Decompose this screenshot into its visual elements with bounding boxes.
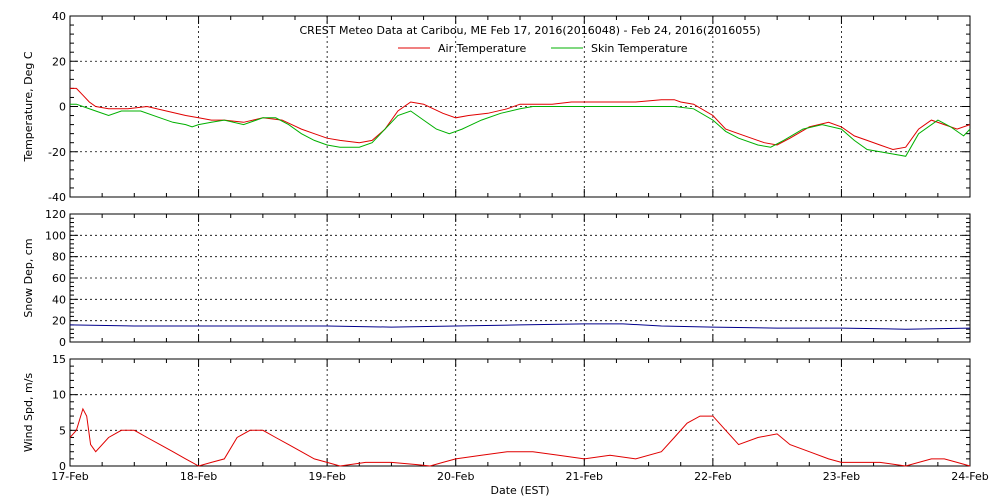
- legend-label: Air Temperature: [438, 42, 527, 55]
- legend-label: Skin Temperature: [591, 42, 688, 55]
- y-tick-label: -20: [48, 146, 66, 159]
- panel-2: 0 5 10 15 Wind Spd, m/s 17-Feb 18-Feb 19-Feb 20-…: [22, 353, 989, 483]
- y-tick-label: -40: [48, 191, 66, 204]
- panel-1: 0 20 40 60 80 100 120 Snow Dep, cm: [22, 208, 971, 349]
- y-tick-label: 120: [45, 208, 66, 221]
- y-axis-title: Wind Spd, m/s: [22, 373, 35, 453]
- x-tick-label: 20-Feb: [437, 470, 474, 483]
- y-tick-label: 60: [52, 272, 66, 285]
- y-axis-title: Snow Dep, cm: [22, 238, 35, 317]
- plot-frame: [69, 358, 971, 467]
- y-tick-label: 0: [59, 336, 66, 349]
- x-tick-label: 21-Feb: [566, 470, 603, 483]
- x-tick-label: 22-Feb: [694, 470, 731, 483]
- x-tick-label: 17-Feb: [51, 470, 88, 483]
- plot-frame: [69, 213, 971, 343]
- series-line-0-0: [70, 87, 971, 151]
- y-tick-label: 0: [59, 460, 66, 473]
- plot-frame: [69, 15, 971, 198]
- x-tick-label: 19-Feb: [308, 470, 345, 483]
- y-tick-label: 40: [52, 10, 66, 23]
- x-tick-label: 24-Feb: [951, 470, 988, 483]
- x-axis-title: Date (EST): [490, 484, 549, 497]
- series-line-1-0: [69, 323, 971, 330]
- y-tick-label: 100: [45, 229, 66, 242]
- legend: Air Temperature Skin Temperature: [398, 42, 688, 55]
- y-axis-title: Temperature, Deg C: [22, 51, 35, 162]
- y-tick-label: 40: [52, 293, 66, 306]
- chart-panels: -40 -20 0 20 40 Temperature, Deg C 0 20 40 60 80 10…: [22, 10, 989, 483]
- y-tick-label: 15: [52, 353, 66, 366]
- x-tick-label: 18-Feb: [180, 470, 217, 483]
- x-tick-label: 23-Feb: [823, 470, 860, 483]
- y-tick-label: 0: [59, 101, 66, 114]
- y-tick-label: 10: [52, 389, 66, 402]
- y-tick-label: 20: [52, 315, 66, 328]
- chart-title: CREST Meteo Data at Caribou, ME Feb 17, …: [300, 24, 761, 37]
- panel-0: -40 -20 0 20 40 Temperature, Deg C: [22, 10, 971, 204]
- series-line-2-0: [69, 407, 971, 467]
- series-line-0-1: [70, 103, 971, 157]
- y-tick-label: 80: [52, 251, 66, 264]
- y-tick-label: 20: [52, 55, 66, 68]
- y-tick-label: 5: [59, 424, 66, 437]
